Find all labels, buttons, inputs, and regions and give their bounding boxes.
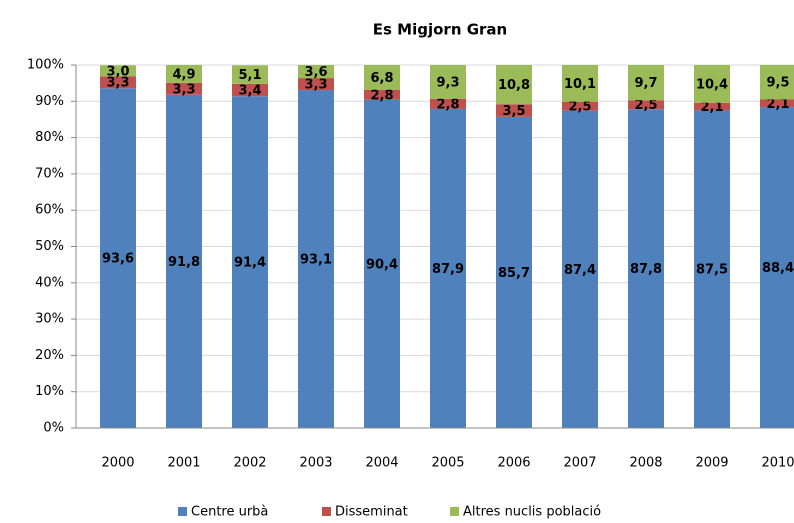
- bar-segment: [364, 99, 400, 429]
- y-tick-label: 30%: [35, 312, 64, 327]
- value-label: 87,8: [630, 262, 662, 277]
- bar-segment: [562, 110, 598, 428]
- bar-segment: [496, 65, 532, 105]
- y-tick-label: 50%: [35, 239, 64, 254]
- bar-segment: [628, 109, 664, 428]
- x-tick-label: 2010: [761, 456, 794, 471]
- value-label: 10,4: [696, 77, 728, 92]
- value-label: 5,1: [238, 68, 261, 83]
- bar-segment: [166, 65, 202, 83]
- value-label: 3,3: [172, 82, 195, 97]
- bar-segment: [166, 94, 202, 429]
- value-label: 9,7: [634, 76, 657, 91]
- value-label: 10,1: [564, 77, 596, 92]
- value-label: 91,8: [168, 255, 200, 270]
- bar-segment: [232, 96, 268, 428]
- bar-segment: [694, 110, 730, 428]
- value-label: 3,3: [106, 76, 129, 91]
- y-tick-label: 80%: [35, 130, 64, 145]
- value-label: 87,9: [432, 262, 464, 277]
- bar-segment: [430, 98, 466, 109]
- legend-label: Altres nuclis població: [463, 505, 601, 520]
- value-label: 3,6: [304, 65, 327, 80]
- x-tick-label: 2004: [365, 456, 398, 471]
- value-label: 9,3: [436, 75, 459, 90]
- bar-segment: [166, 82, 202, 95]
- bar-segment: [298, 65, 334, 79]
- bar-segment: [298, 78, 334, 91]
- bar-segment: [232, 83, 268, 97]
- value-label: 2,8: [436, 97, 459, 112]
- bar-segment: [760, 99, 794, 108]
- value-label: 3,0: [106, 64, 129, 79]
- x-tick-label: 2000: [101, 456, 134, 471]
- value-label: 2,1: [766, 97, 789, 112]
- bar-segment: [628, 65, 664, 101]
- bar-segment: [430, 108, 466, 428]
- bar-segment: [760, 65, 794, 100]
- x-tick-label: 2007: [563, 456, 596, 471]
- bar-segment: [496, 116, 532, 428]
- bar-segment: [562, 65, 598, 102]
- bar-segment: [298, 90, 334, 428]
- x-tick-label: 2009: [695, 456, 728, 471]
- legend-swatch: [322, 507, 331, 516]
- bar-segment: [628, 100, 664, 110]
- value-label: 3,5: [502, 104, 525, 119]
- bar-segment: [100, 76, 136, 89]
- value-label: 10,8: [498, 78, 530, 93]
- value-label: 2,5: [634, 98, 657, 113]
- x-tick-label: 2006: [497, 456, 530, 471]
- y-tick-label: 70%: [35, 166, 64, 181]
- bar-segment: [364, 65, 400, 90]
- x-tick-label: 2003: [299, 456, 332, 471]
- y-tick-label: 0%: [43, 421, 64, 436]
- bar-segment: [694, 65, 730, 103]
- legend-label: Centre urbà: [191, 505, 268, 520]
- y-tick-label: 10%: [35, 384, 64, 399]
- value-label: 3,3: [304, 78, 327, 93]
- value-label: 3,4: [238, 84, 261, 99]
- legend-label: Disseminat: [335, 505, 408, 520]
- bar-segment: [430, 65, 466, 99]
- x-tick-label: 2005: [431, 456, 464, 471]
- legend-swatch: [178, 507, 187, 516]
- x-tick-label: 2002: [233, 456, 266, 471]
- value-label: 6,8: [370, 71, 393, 86]
- y-tick-label: 40%: [35, 275, 64, 290]
- value-label: 2,8: [370, 88, 393, 103]
- y-tick-label: 100%: [27, 58, 64, 73]
- y-tick-label: 20%: [35, 348, 64, 363]
- bar-segment: [364, 89, 400, 100]
- bar-segment: [562, 101, 598, 111]
- value-label: 87,4: [564, 263, 596, 278]
- legend-swatch: [450, 507, 459, 516]
- value-label: 87,5: [696, 263, 728, 278]
- chart-title: Es Migjorn Gran: [373, 21, 507, 39]
- value-label: 93,6: [102, 252, 134, 267]
- y-tick-label: 90%: [35, 94, 64, 109]
- value-label: 91,4: [234, 256, 266, 271]
- value-label: 2,1: [700, 100, 723, 115]
- x-tick-label: 2008: [629, 456, 662, 471]
- value-label: 4,9: [172, 67, 195, 82]
- bar-segment: [100, 88, 136, 429]
- value-label: 85,7: [498, 266, 530, 281]
- bar-segment: [232, 65, 268, 84]
- x-tick-label: 2001: [167, 456, 200, 471]
- y-tick-label: 60%: [35, 203, 64, 218]
- bar-segment: [496, 104, 532, 117]
- value-label: 90,4: [366, 257, 398, 272]
- bar-segment: [694, 102, 730, 111]
- bar-segment: [100, 65, 136, 77]
- value-label: 9,5: [766, 76, 789, 91]
- value-label: 88,4: [762, 261, 794, 276]
- bar-segment: [760, 107, 794, 428]
- value-label: 93,1: [300, 253, 332, 268]
- value-label: 2,5: [568, 100, 591, 115]
